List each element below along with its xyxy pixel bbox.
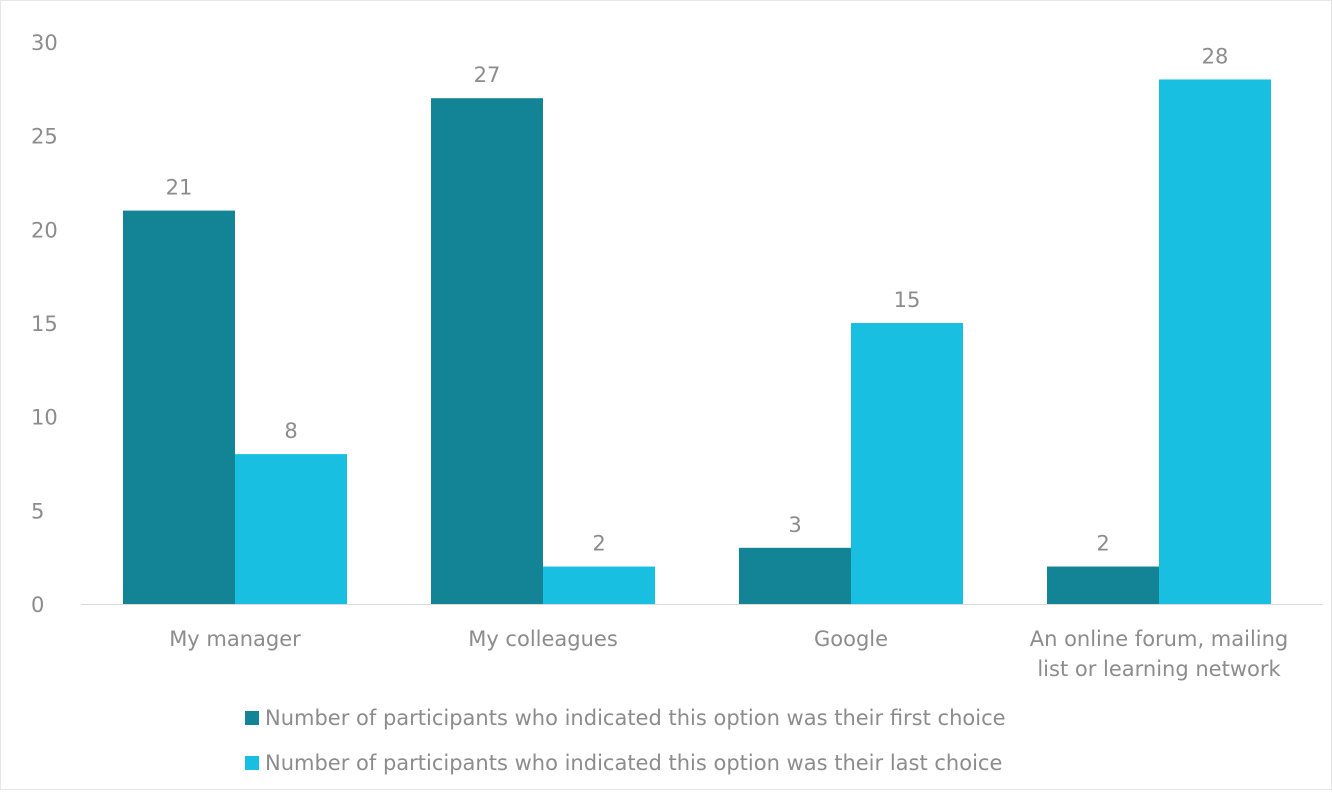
data-label: 3: [788, 513, 801, 537]
y-tick-label: 10: [31, 406, 58, 430]
bar-series1-1: [431, 98, 543, 604]
category-label: My colleagues: [468, 627, 618, 651]
bar-series1-0: [123, 210, 235, 604]
bar-series2-3: [1159, 79, 1271, 604]
category-label: Google: [814, 627, 888, 651]
bar-series2-0: [235, 454, 347, 604]
bar-series2-1: [543, 566, 655, 604]
data-label: 21: [166, 176, 193, 200]
category-label: list or learning network: [1037, 657, 1281, 681]
data-label: 27: [474, 63, 501, 87]
category-label: My manager: [169, 627, 301, 651]
legend-swatch: [245, 756, 259, 770]
y-tick-label: 5: [31, 499, 44, 523]
bar-series1-3: [1047, 566, 1159, 604]
data-label: 2: [592, 532, 605, 556]
legend-entry: Number of participants who indicated thi…: [265, 706, 1006, 730]
bar-series1-2: [739, 547, 851, 604]
category-label: An online forum, mailing: [1030, 627, 1289, 651]
bar-series2-2: [851, 323, 963, 604]
legend-swatch: [245, 711, 259, 725]
y-tick-label: 15: [31, 312, 58, 336]
legend-entry: Number of participants who indicated thi…: [265, 751, 1002, 775]
y-tick-label: 20: [31, 218, 58, 242]
data-label: 8: [284, 419, 297, 443]
y-tick-label: 25: [31, 125, 58, 149]
data-label: 2: [1096, 532, 1109, 556]
y-tick-label: 0: [31, 593, 44, 617]
data-label: 15: [894, 288, 921, 312]
data-label: 28: [1202, 44, 1229, 68]
y-tick-label: 30: [31, 31, 58, 55]
